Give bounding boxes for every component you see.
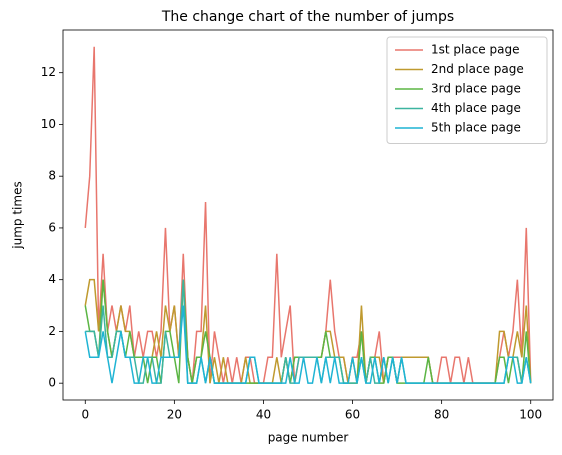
- legend-label: 2nd place page: [431, 62, 524, 76]
- y-tick-label: 6: [48, 220, 56, 234]
- x-tick-label: 20: [167, 408, 182, 422]
- x-tick-label: 80: [434, 408, 449, 422]
- plot-frame: [62, 29, 554, 401]
- series-line: [84, 305, 532, 384]
- legend-box: [386, 36, 548, 144]
- y-tick-label: 8: [48, 169, 56, 183]
- x-tick-label: 100: [519, 408, 542, 422]
- legend-label: 4th place page: [431, 101, 521, 115]
- y-tick-label: 2: [48, 324, 56, 338]
- chart-title: The change chart of the number of jumps: [161, 9, 454, 25]
- x-axis-label: page number: [268, 431, 349, 445]
- y-tick-label: 10: [41, 117, 56, 131]
- y-tick-label: 12: [41, 65, 56, 79]
- y-tick-label: 0: [48, 376, 56, 390]
- y-tick-label: 4: [48, 272, 56, 286]
- x-tick-label: 60: [345, 408, 360, 422]
- x-tick-label: 0: [81, 408, 89, 422]
- x-tick-label: 40: [256, 408, 271, 422]
- legend-label: 1st place page: [431, 43, 519, 57]
- y-axis-label: jump times: [11, 181, 25, 249]
- legend-label: 3rd place page: [431, 82, 521, 96]
- legend-label: 5th place page: [431, 121, 521, 135]
